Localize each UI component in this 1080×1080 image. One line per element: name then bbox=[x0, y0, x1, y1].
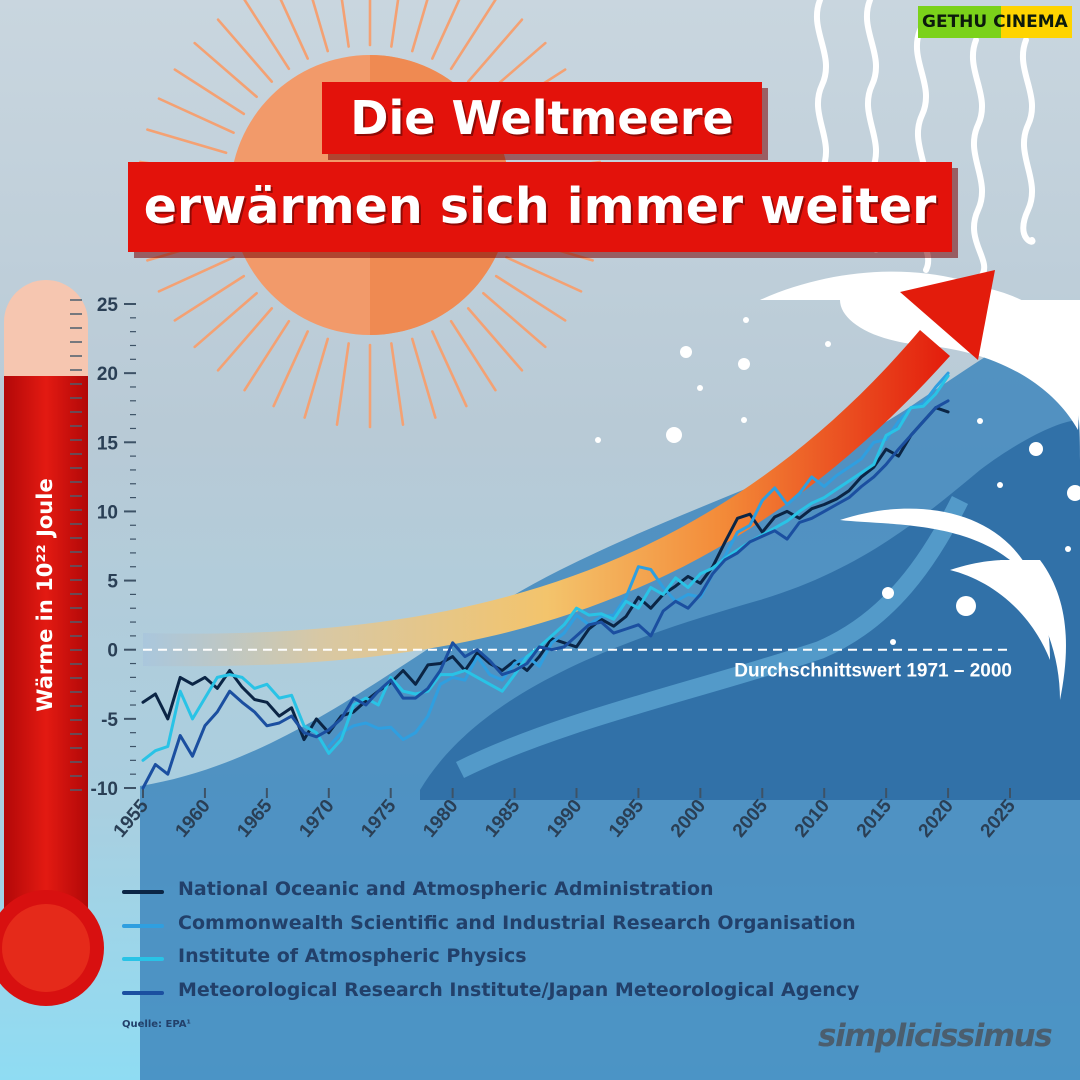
sun-ray bbox=[494, 274, 567, 322]
sun-ray bbox=[410, 337, 437, 419]
sun-ray bbox=[311, 0, 330, 53]
sun-ray bbox=[431, 0, 461, 60]
sun-ray bbox=[157, 97, 235, 134]
sun-ray bbox=[279, 0, 309, 60]
legend-swatch bbox=[122, 957, 164, 961]
series-line-csiro bbox=[327, 371, 950, 748]
title-line-2: erwärmen sich immer weiter bbox=[128, 162, 952, 252]
series-line-iap bbox=[141, 374, 950, 762]
legend-label: Meteorological Research Institute/Japan … bbox=[178, 978, 860, 1001]
y-tick-label: 0 bbox=[107, 641, 118, 662]
legend-swatch bbox=[122, 990, 164, 995]
series-layer bbox=[141, 371, 950, 790]
sun-ray bbox=[193, 41, 258, 99]
sun-ray bbox=[173, 274, 246, 322]
y-tick-label: 20 bbox=[97, 364, 118, 385]
sun-ray bbox=[243, 319, 291, 392]
y-tick-label: 10 bbox=[97, 502, 118, 523]
sun-ray bbox=[390, 342, 405, 426]
sun-ray bbox=[505, 256, 583, 293]
legend-label: National Oceanic and Atmospheric Adminis… bbox=[178, 878, 714, 900]
watermark-logo: GETHU CINEMA bbox=[918, 6, 1072, 38]
sun-ray bbox=[335, 342, 350, 426]
trend-arrow bbox=[143, 270, 995, 667]
legend-label: Institute of Atmospheric Physics bbox=[178, 945, 527, 967]
series-line-mri-jma bbox=[141, 399, 950, 790]
thermometer bbox=[0, 280, 104, 1006]
sun-ray bbox=[466, 307, 524, 372]
sun-ray bbox=[466, 18, 524, 83]
sun-ray bbox=[157, 256, 235, 293]
reference-line-label: Durchschnittswert 1971 – 2000 bbox=[734, 661, 1012, 682]
y-tick-label: 15 bbox=[97, 433, 119, 454]
y-axis: -10 -5 0 5 10 15 20 25 bbox=[91, 295, 136, 800]
y-tick-label: 25 bbox=[97, 295, 119, 316]
legend-label: Commonwealth Scientific and Industrial R… bbox=[178, 911, 856, 934]
sun-ray bbox=[193, 291, 258, 349]
sun-ray bbox=[146, 128, 228, 155]
y-tick-label: 5 bbox=[107, 572, 118, 593]
y-tick-label: -10 bbox=[91, 779, 118, 800]
sun-ray bbox=[216, 307, 274, 372]
sun-ray bbox=[390, 0, 400, 48]
title-line-1: Die Weltmeere bbox=[322, 82, 762, 154]
sun-ray bbox=[482, 291, 547, 349]
sun-ray bbox=[216, 18, 274, 83]
sun-ray bbox=[303, 337, 330, 419]
sun-ray bbox=[173, 68, 246, 116]
brand-logo: simplicissimus bbox=[818, 1018, 1053, 1054]
y-axis-label: Wärme in 10²² Joule bbox=[33, 478, 57, 712]
source-note: Quelle: EPA¹ bbox=[122, 1019, 191, 1030]
legend-swatch bbox=[122, 890, 164, 894]
sun-ray bbox=[449, 319, 497, 392]
sun-ray bbox=[243, 0, 291, 71]
legend-swatch bbox=[122, 923, 164, 928]
sun-ray bbox=[272, 330, 309, 408]
sun-ray bbox=[449, 0, 497, 71]
sun-ray bbox=[431, 330, 468, 408]
y-tick-label: -5 bbox=[101, 710, 118, 731]
sun-ray bbox=[340, 0, 350, 48]
sun-ray bbox=[410, 0, 429, 53]
